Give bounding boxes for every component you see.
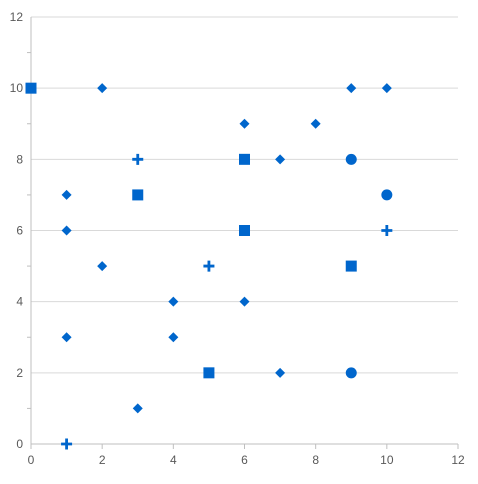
data-point-diamond <box>381 83 392 94</box>
data-point-square <box>345 260 357 272</box>
data-point-plus <box>132 153 144 165</box>
data-point-diamond <box>97 83 108 94</box>
data-point-circle <box>345 153 357 165</box>
y-tick-label: 12 <box>10 10 24 24</box>
data-point-diamond <box>97 261 108 272</box>
data-point-square <box>239 153 250 165</box>
data-point-plus <box>381 225 393 236</box>
gridlines <box>31 16 458 374</box>
data-point-diamond <box>239 296 250 307</box>
data-point-diamond <box>275 154 286 165</box>
data-point-diamond <box>61 225 72 236</box>
data-point-diamond <box>168 332 179 343</box>
data-point-diamond <box>310 118 321 129</box>
data-point-diamond <box>61 189 72 200</box>
x-tick-label: 12 <box>451 453 465 467</box>
data-point-square <box>25 82 37 94</box>
x-tick-label: 8 <box>312 453 319 467</box>
y-tick-label: 4 <box>16 295 23 309</box>
data-point-square <box>132 189 144 201</box>
y-tick-label: 6 <box>16 224 23 238</box>
x-tick-label: 6 <box>241 453 248 467</box>
data-point-square <box>203 367 215 379</box>
data-point-circle <box>381 189 393 201</box>
y-tick-label: 8 <box>16 152 23 166</box>
y-tick-label: 2 <box>16 366 23 380</box>
data-point-diamond <box>346 83 357 94</box>
data-point-diamond <box>168 296 179 307</box>
x-tick-label: 4 <box>170 453 177 467</box>
data-point-circle <box>345 367 357 379</box>
tick-labels: 0 2 4 6 8 10 12 0 2 4 6 8 10 12 <box>10 10 465 467</box>
data-point-diamond <box>239 118 250 129</box>
data-point-square <box>239 225 250 236</box>
y-tick-label: 0 <box>16 437 23 451</box>
data-point-diamond <box>61 332 72 343</box>
data-point-plus <box>61 438 73 450</box>
x-tick-label: 2 <box>99 453 106 467</box>
x-tick-label: 10 <box>380 453 394 467</box>
data-point-plus <box>203 260 215 272</box>
x-tick-label: 0 <box>28 453 35 467</box>
data-point-diamond <box>275 367 286 378</box>
data-point-diamond <box>132 403 143 414</box>
data-points <box>25 82 393 450</box>
y-tick-label: 10 <box>10 81 24 95</box>
